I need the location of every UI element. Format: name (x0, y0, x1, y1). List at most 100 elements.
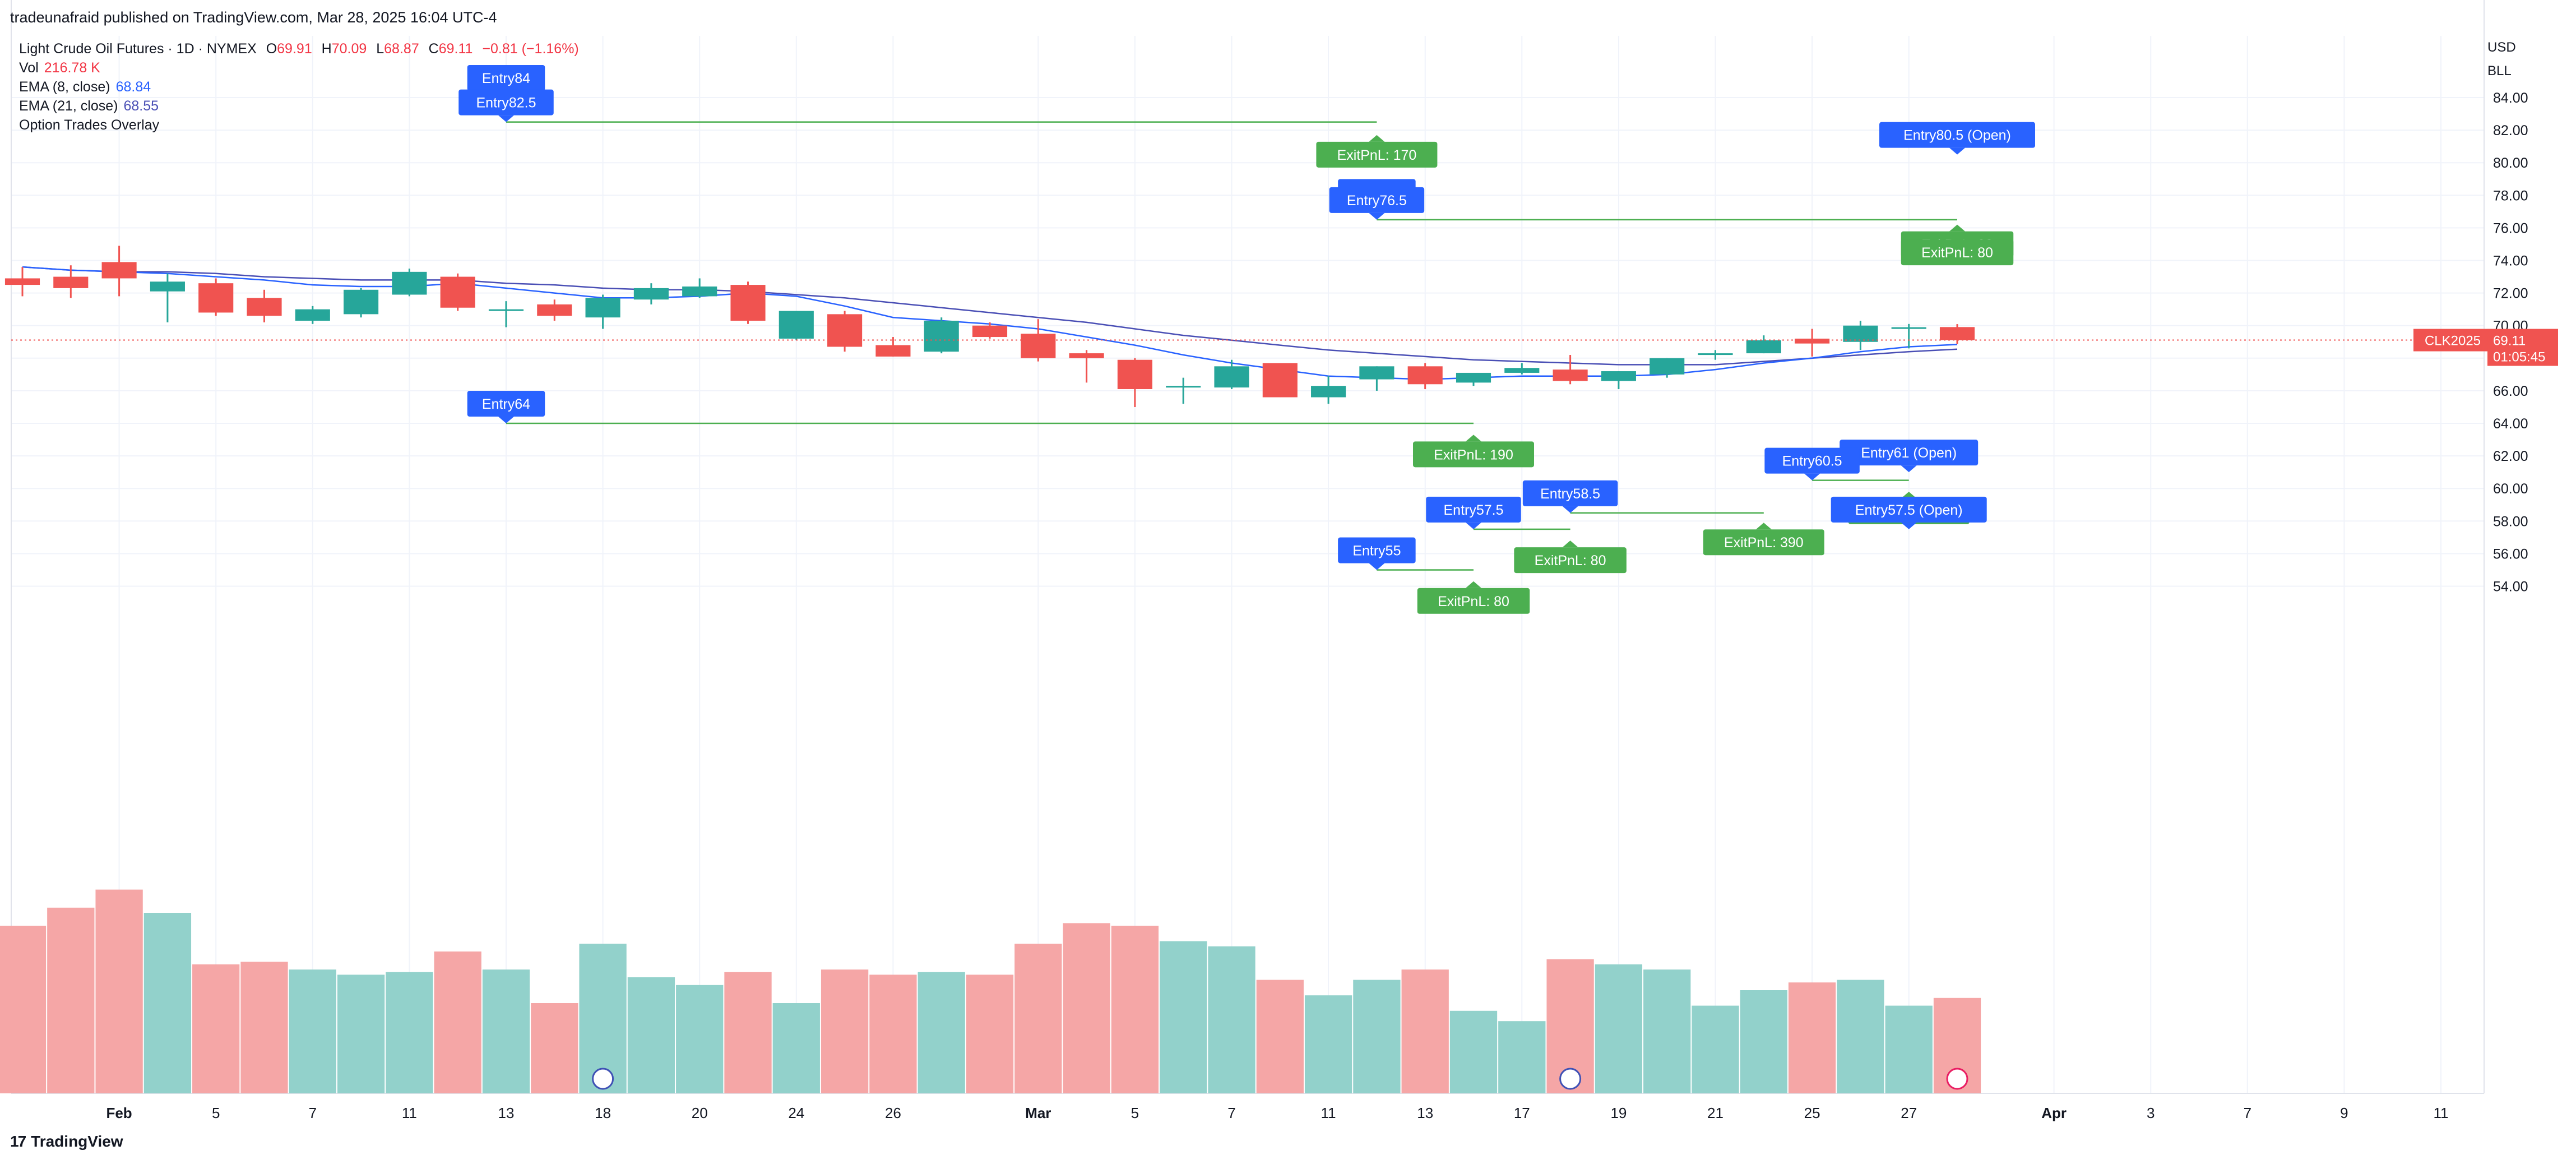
price-tick-label: 74.00 (2493, 253, 2528, 269)
grid (11, 36, 2484, 1093)
candle (730, 281, 766, 324)
candle-body (488, 309, 524, 311)
trade-label-box (1831, 496, 1987, 523)
entry-pointer (1369, 213, 1385, 220)
publisher-line: tradeunafraid published on TradingView.c… (10, 9, 497, 26)
candle-body (1504, 368, 1540, 373)
candle-body (1601, 371, 1636, 381)
footer: 17 TradingView (10, 1133, 123, 1151)
candle-body (344, 289, 379, 315)
candle (1262, 363, 1298, 398)
ohlc-low: 68.87 (384, 41, 419, 57)
overlay-row[interactable]: Option Trades Overlay (19, 116, 579, 135)
candle (1021, 319, 1056, 362)
trade-label-box (1840, 440, 1979, 466)
trade-label-box (467, 65, 545, 91)
candle (1650, 358, 1685, 378)
time-tick-label: 18 (595, 1105, 611, 1121)
entry-label: Entry84 (467, 65, 545, 98)
candle-body (4, 278, 40, 285)
ema8-row[interactable]: EMA (8, close) 68.84 (19, 77, 579, 96)
candle (1407, 363, 1443, 389)
ohlc-high-label: H (321, 41, 332, 57)
time-tick-label: 5 (212, 1105, 220, 1121)
trade-label-box (1703, 529, 1824, 556)
ohlc-close: 69.11 (438, 41, 473, 57)
candle-body (150, 281, 185, 292)
price-tag-countdown: 01:05:45 (2493, 350, 2545, 365)
candle (1891, 324, 1926, 349)
volume-bar (337, 974, 385, 1093)
candle (488, 301, 524, 327)
volume-bar (1256, 980, 1304, 1093)
candle (875, 337, 911, 357)
trade-label-box (1417, 588, 1530, 614)
candle-body (392, 271, 427, 295)
price-axis-header[interactable]: USD BLL (2487, 36, 2516, 83)
ema21-label: EMA (21, close) (19, 98, 118, 114)
price-tick-label: 72.00 (2493, 286, 2528, 302)
entry-label: Entry60.5 (1764, 447, 1860, 481)
volume-row[interactable]: Vol 216.78 K (19, 58, 579, 77)
candle (1359, 366, 1394, 391)
time-tick-label: 26 (885, 1105, 901, 1121)
time-axis: Feb 5 7 11 13 18 20 24 26 Mar 5 7 11 13 17 19 21 25 27 Apr 3… (106, 1105, 2448, 1121)
entry-pointer (1804, 473, 1820, 481)
volume-bar (1353, 980, 1401, 1093)
entry-label: Entry57.5 (1426, 496, 1521, 529)
candle (779, 311, 814, 340)
candle (1553, 354, 1588, 385)
volume-bar (676, 985, 724, 1093)
candles (4, 246, 1975, 407)
candle-body (1166, 386, 1201, 388)
trade-label-text: ExitPnL: 80 (1921, 245, 1993, 261)
volume-bar (772, 1003, 820, 1093)
candle (1214, 359, 1249, 389)
entry-pointer (1949, 147, 1965, 155)
volume-bar (434, 951, 481, 1093)
candle-body (779, 311, 814, 339)
candle-body (1456, 372, 1491, 383)
trade-label-box (1426, 496, 1521, 523)
brand-name: TradingView (31, 1133, 123, 1150)
time-tick-label: 13 (498, 1105, 515, 1121)
overlay-label: Option Trades Overlay (19, 117, 160, 133)
trade-label-text: Entry58.5 (1540, 486, 1600, 502)
candle (682, 278, 717, 298)
candle-body (633, 288, 669, 300)
price-tick-label: 78.00 (2493, 188, 2528, 204)
candle (1601, 371, 1636, 389)
trade-label-box (1764, 447, 1860, 474)
time-tick-label: 19 (1610, 1105, 1627, 1121)
time-tick-label: 13 (1417, 1105, 1433, 1121)
trade-label-box (1338, 537, 1416, 563)
candle-body (101, 262, 137, 279)
volume-bar (869, 974, 917, 1093)
symbol-row[interactable]: Light Crude Oil Futures · 1D · NYMEX O69… (19, 39, 579, 58)
time-tick-label: 11 (1321, 1105, 1336, 1121)
candle (1311, 376, 1346, 404)
candle-body (1698, 353, 1733, 355)
candle (827, 311, 863, 352)
candle-body (53, 276, 89, 288)
candle-body (1650, 358, 1685, 375)
volume-bar (1788, 982, 1836, 1093)
time-tick-label: 11 (402, 1105, 417, 1121)
exit-label: ExitPnL: 80 (1417, 581, 1530, 614)
trade-label-text: Entry55 (1352, 543, 1401, 558)
entry-label: Entry57.5 (Open) (1831, 496, 1987, 529)
time-tick-label: 17 (1514, 1105, 1530, 1121)
ohlc-high: 70.09 (331, 41, 367, 57)
candle-body (1407, 366, 1443, 385)
volume-bar (918, 972, 965, 1093)
ema21-row[interactable]: EMA (21, close) 68.55 (19, 96, 579, 116)
volume-bar (1208, 946, 1255, 1093)
time-tick-label: 5 (1131, 1105, 1139, 1121)
ema8-value: 68.84 (115, 79, 151, 95)
candle (1456, 372, 1491, 386)
candle (295, 306, 330, 324)
trade-label-box (1514, 547, 1627, 574)
entry-label: Entry61 (Open) (1840, 440, 1979, 473)
